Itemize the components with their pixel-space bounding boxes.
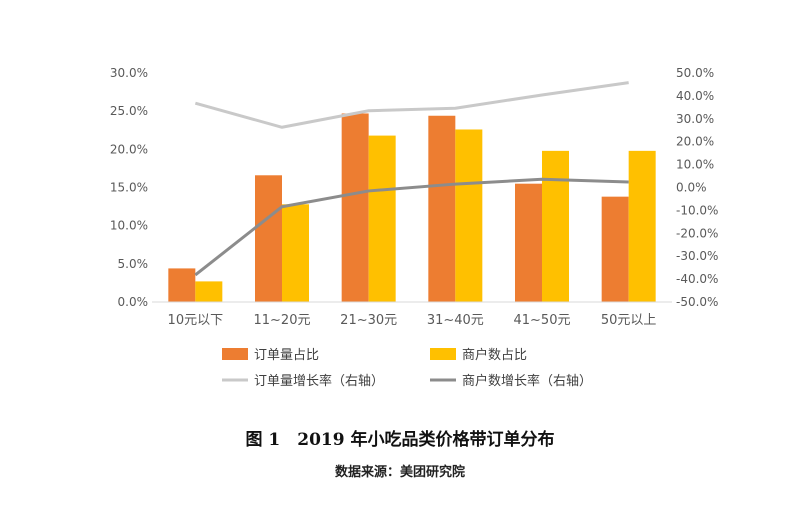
bar-merchant-share — [368, 135, 396, 302]
right-axis-tick: 50.0% — [676, 66, 714, 80]
legend-label: 订单量占比 — [254, 348, 319, 363]
right-axis-tick: -20.0% — [676, 226, 718, 240]
right-axis-tick: -50.0% — [676, 295, 718, 309]
chart: 0.0% 5.0% 10.0% 15.0% 20.0% 25.0% 30.0% -50.0% -… — [110, 66, 719, 389]
bar-merchant-share — [282, 204, 309, 302]
bar-order-share — [428, 115, 456, 302]
bar-merchant-share — [628, 150, 656, 302]
right-axis-tick: 10.0% — [676, 158, 714, 172]
x-axis-tick: 10元以下 — [168, 313, 224, 328]
bar-merchant-share — [455, 129, 483, 302]
legend-swatch — [222, 348, 248, 360]
left-axis-tick: 20.0% — [110, 142, 148, 156]
right-axis-tick: 20.0% — [676, 135, 714, 149]
x-axis-tick: 41~50元 — [514, 313, 571, 328]
left-axis-tick: 30.0% — [110, 66, 148, 80]
right-axis-tick: 30.0% — [676, 112, 714, 126]
legend-label: 商户数增长率（右轴） — [462, 373, 592, 389]
bar-order-share — [515, 183, 542, 302]
legend-label: 商户数占比 — [462, 347, 527, 363]
figure-title: 图 1 2019 年小吃品类价格带订单分布 — [245, 430, 555, 450]
bar-order-share — [255, 175, 282, 302]
bar-merchant-share — [542, 150, 569, 302]
line-merchant-growth — [194, 177, 629, 277]
right-axis-tick: -10.0% — [676, 203, 718, 217]
right-axis-tick: 40.0% — [676, 89, 714, 103]
right-axis-tick: -30.0% — [676, 249, 718, 263]
legend-label: 订单量增长率（右轴） — [254, 373, 384, 389]
x-axis-tick: 50元以上 — [601, 313, 657, 328]
bar-order-share — [601, 196, 629, 302]
line-order-growth — [194, 81, 629, 129]
left-axis-tick: 15.0% — [110, 181, 148, 195]
x-axis-tick: 11~20元 — [254, 313, 311, 328]
left-axis-tick: 0.0% — [118, 295, 149, 309]
bar-order-share — [341, 113, 369, 302]
x-axis-tick: 31~40元 — [427, 313, 484, 328]
bar-order-share — [168, 268, 196, 302]
legend-swatch — [430, 348, 456, 360]
left-axis-tick: 25.0% — [110, 104, 148, 118]
figure-source: 数据来源：美团研究院 — [334, 465, 465, 480]
left-axis-tick: 10.0% — [110, 219, 148, 233]
left-axis-tick: 5.0% — [118, 257, 149, 271]
right-axis-tick: 0.0% — [676, 181, 707, 195]
bar-merchant-share — [195, 281, 223, 302]
x-axis-tick: 21~30元 — [340, 313, 397, 328]
right-axis-tick: -40.0% — [676, 272, 718, 286]
